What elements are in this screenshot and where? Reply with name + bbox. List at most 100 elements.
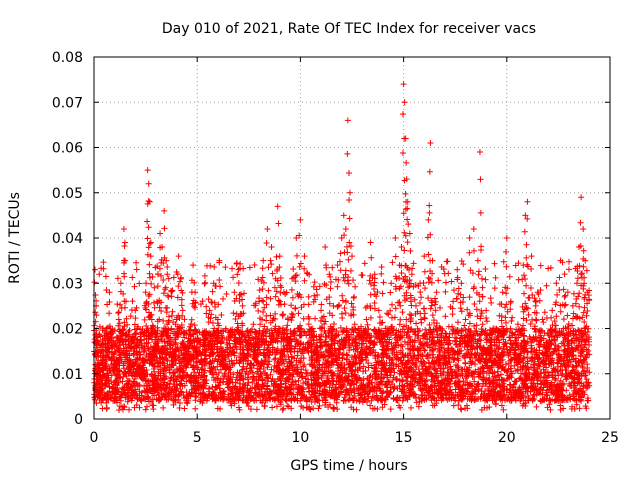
data-points [91, 81, 593, 413]
data-point [143, 280, 150, 287]
data-point [165, 275, 172, 282]
data-point [136, 404, 143, 411]
data-point [545, 265, 552, 272]
data-point [367, 291, 374, 298]
data-point [367, 386, 374, 393]
data-point [308, 381, 315, 388]
data-point [126, 406, 133, 413]
data-point [429, 347, 436, 354]
data-point [232, 343, 239, 350]
data-point [228, 402, 235, 409]
data-point [562, 292, 569, 299]
data-point [327, 273, 334, 280]
data-point [217, 389, 224, 396]
data-point [295, 377, 302, 384]
data-point [149, 402, 156, 409]
data-point [276, 298, 283, 305]
data-point [315, 405, 322, 412]
data-point [578, 349, 585, 356]
data-point [531, 295, 538, 302]
data-point [374, 288, 381, 295]
data-point [216, 277, 223, 284]
data-point [368, 397, 375, 404]
data-point [245, 403, 252, 410]
data-point [92, 309, 99, 316]
data-point [497, 371, 504, 378]
data-point [432, 295, 439, 302]
data-point [580, 263, 587, 270]
data-point [491, 260, 498, 267]
data-point [352, 283, 359, 290]
data-point [533, 403, 540, 410]
data-point [317, 317, 324, 324]
data-point [379, 290, 386, 297]
data-point [448, 278, 455, 285]
data-point [458, 257, 465, 264]
data-point [203, 303, 210, 310]
data-point [137, 326, 144, 333]
data-point [259, 297, 266, 304]
data-point [378, 264, 385, 271]
data-point [218, 312, 225, 319]
data-point [399, 397, 406, 404]
data-point [360, 363, 367, 370]
data-point [412, 395, 419, 402]
data-point [447, 363, 454, 370]
data-point [133, 259, 140, 266]
data-point [340, 351, 347, 358]
data-point [421, 285, 428, 292]
data-point [434, 334, 441, 341]
data-point [288, 302, 295, 309]
data-point [102, 273, 109, 280]
data-point [114, 275, 121, 282]
data-point [543, 282, 550, 289]
data-point [367, 402, 374, 409]
data-point [528, 355, 535, 362]
data-point [96, 271, 103, 278]
data-point [500, 406, 507, 413]
data-point [149, 396, 156, 403]
data-point [563, 387, 570, 394]
data-point [389, 377, 396, 384]
data-point [540, 319, 547, 326]
data-point [580, 309, 587, 316]
data-point [442, 288, 449, 295]
data-point [131, 283, 138, 290]
data-point [506, 273, 513, 280]
data-point [399, 351, 406, 358]
data-point [361, 260, 368, 267]
data-point [552, 375, 559, 382]
data-point [149, 273, 156, 280]
data-point [223, 397, 230, 404]
data-point [408, 404, 415, 411]
data-point [389, 259, 396, 266]
data-point [199, 400, 206, 407]
data-point [168, 325, 175, 332]
data-point [251, 261, 258, 268]
data-point [561, 271, 568, 278]
data-point [538, 398, 545, 405]
data-point [203, 262, 210, 269]
data-point [421, 315, 428, 322]
data-point [438, 372, 445, 379]
data-point [461, 344, 468, 351]
data-point [454, 319, 461, 326]
data-point [164, 264, 171, 271]
data-point [290, 265, 297, 272]
data-point [346, 336, 353, 343]
data-point [378, 270, 385, 277]
data-point [190, 331, 197, 338]
data-point [250, 321, 257, 328]
data-point [192, 405, 199, 412]
data-point [326, 384, 333, 391]
data-point [240, 265, 247, 272]
data-point [142, 406, 149, 413]
data-point [260, 309, 267, 316]
data-point [118, 403, 125, 410]
data-point [208, 299, 215, 306]
data-point [305, 321, 312, 328]
data-point [253, 406, 260, 413]
data-point [282, 397, 289, 404]
data-point [500, 258, 507, 265]
data-point [316, 402, 323, 409]
